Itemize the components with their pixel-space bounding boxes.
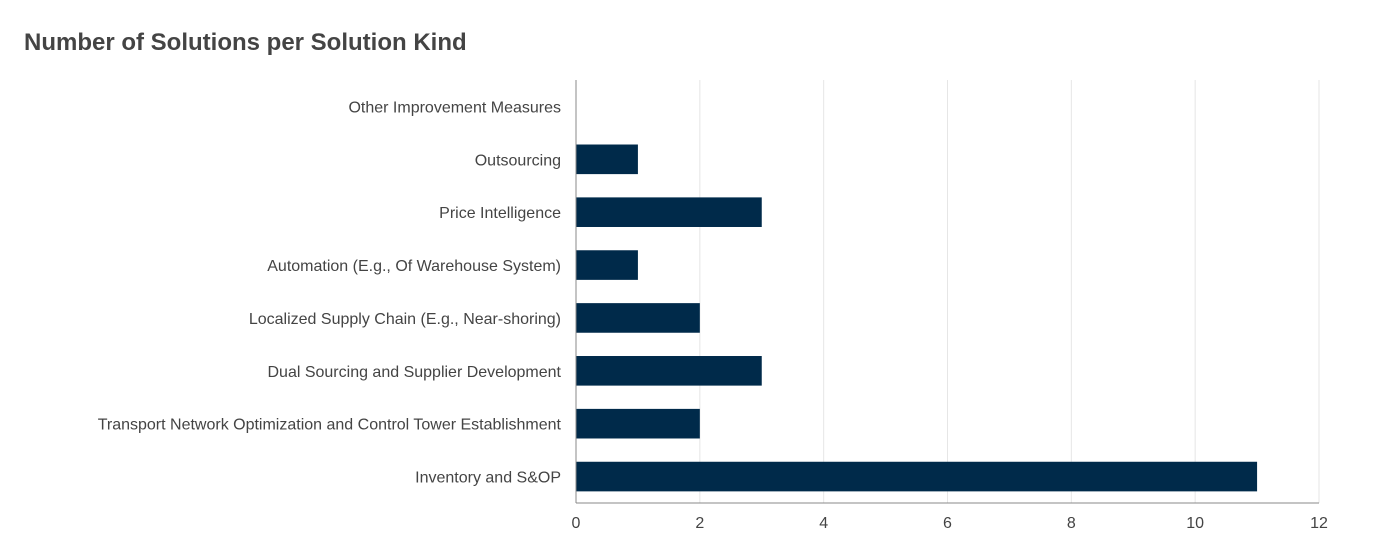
x-tick-label: 10 — [1186, 515, 1204, 532]
gridlines — [699, 80, 1320, 503]
bar — [576, 197, 762, 227]
bar — [576, 461, 1258, 492]
category-labels: Other Improvement Measures Outsourcing Pri… — [98, 99, 562, 486]
x-tick-label: 6 — [943, 515, 952, 532]
x-tick-label: 12 — [1310, 515, 1328, 532]
bar — [576, 303, 700, 333]
bar — [576, 144, 638, 175]
category-label: Outsourcing — [475, 152, 561, 169]
x-tick-label: 8 — [1067, 515, 1076, 532]
category-label: Localized Supply Chain (E.g., Near-shori… — [249, 311, 561, 328]
category-label: Transport Network Optimization and Contr… — [98, 417, 562, 434]
axes — [575, 80, 1319, 504]
category-label: Price Intelligence — [439, 205, 561, 222]
bar — [576, 250, 638, 280]
x-tick-label: 0 — [572, 515, 581, 532]
bar — [576, 408, 700, 439]
x-tick-label: 4 — [819, 515, 828, 532]
x-tick-label: 2 — [695, 515, 704, 532]
bar — [576, 356, 762, 386]
category-label: Dual Sourcing and Supplier Development — [267, 364, 561, 381]
chart-title: Number of Solutions per Solution Kind — [24, 29, 467, 56]
x-tick-labels: 0 2 4 6 8 10 12 — [572, 515, 1328, 532]
category-label: Other Improvement Measures — [348, 99, 561, 116]
bars — [576, 144, 1258, 492]
category-label: Inventory and S&OP — [415, 470, 561, 487]
category-label: Automation (E.g., Of Warehouse System) — [267, 258, 561, 275]
